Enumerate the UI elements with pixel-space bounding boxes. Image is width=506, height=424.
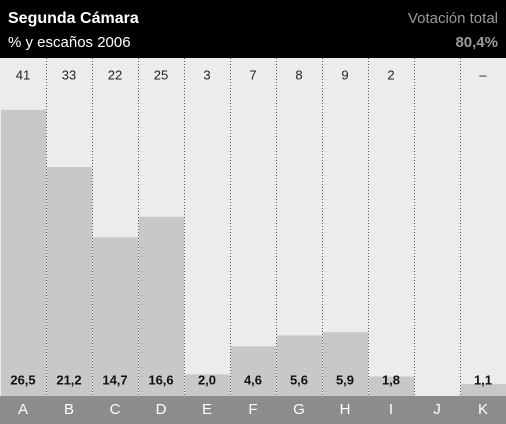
bar — [1, 109, 46, 397]
value-label: 5,9 — [336, 372, 354, 387]
x-tick-label: J — [433, 401, 441, 418]
bar — [461, 384, 506, 396]
total-label: Votación total — [408, 10, 498, 27]
seat-count: 2 — [387, 67, 394, 82]
x-tick-label: I — [389, 401, 393, 418]
seat-count: 33 — [62, 67, 76, 82]
bar — [139, 216, 184, 396]
seat-count: 3 — [203, 67, 210, 82]
bar — [369, 376, 414, 396]
category-band — [0, 396, 506, 424]
value-label: 2,0 — [198, 372, 216, 387]
x-tick-label: D — [156, 401, 167, 418]
bar — [231, 346, 276, 396]
x-tick-label: G — [293, 401, 305, 418]
bar — [93, 237, 138, 396]
header-background — [0, 0, 506, 58]
x-tick-label: F — [248, 401, 257, 418]
x-tick-label: B — [64, 401, 74, 418]
seat-count: 9 — [341, 67, 348, 82]
total-value: 80,4% — [455, 34, 498, 51]
value-label: 5,6 — [290, 372, 308, 387]
x-tick-label: A — [18, 401, 28, 418]
value-label: 26,5 — [10, 372, 35, 387]
chart-subtitle: % y escaños 2006 — [8, 34, 131, 51]
x-tick-label: C — [110, 401, 121, 418]
x-tick-label: K — [478, 401, 488, 418]
bar — [47, 167, 92, 396]
seat-count: 41 — [16, 67, 30, 82]
bar — [277, 335, 322, 396]
bar — [323, 332, 368, 396]
seat-count: 22 — [108, 67, 122, 82]
value-label: 1,1 — [474, 372, 492, 387]
seat-count: 7 — [249, 67, 256, 82]
x-tick-label: H — [340, 401, 351, 418]
value-label: 14,7 — [102, 372, 127, 387]
seat-count: 8 — [295, 67, 302, 82]
value-label: 4,6 — [244, 372, 262, 387]
value-label: 21,2 — [56, 372, 81, 387]
value-label: 16,6 — [148, 372, 173, 387]
seat-count: – — [479, 67, 487, 82]
bar — [185, 374, 230, 396]
value-label: 1,8 — [382, 372, 400, 387]
chart-title: Segunda Cámara — [8, 10, 139, 27]
seat-count: 25 — [154, 67, 168, 82]
x-tick-label: E — [202, 401, 212, 418]
